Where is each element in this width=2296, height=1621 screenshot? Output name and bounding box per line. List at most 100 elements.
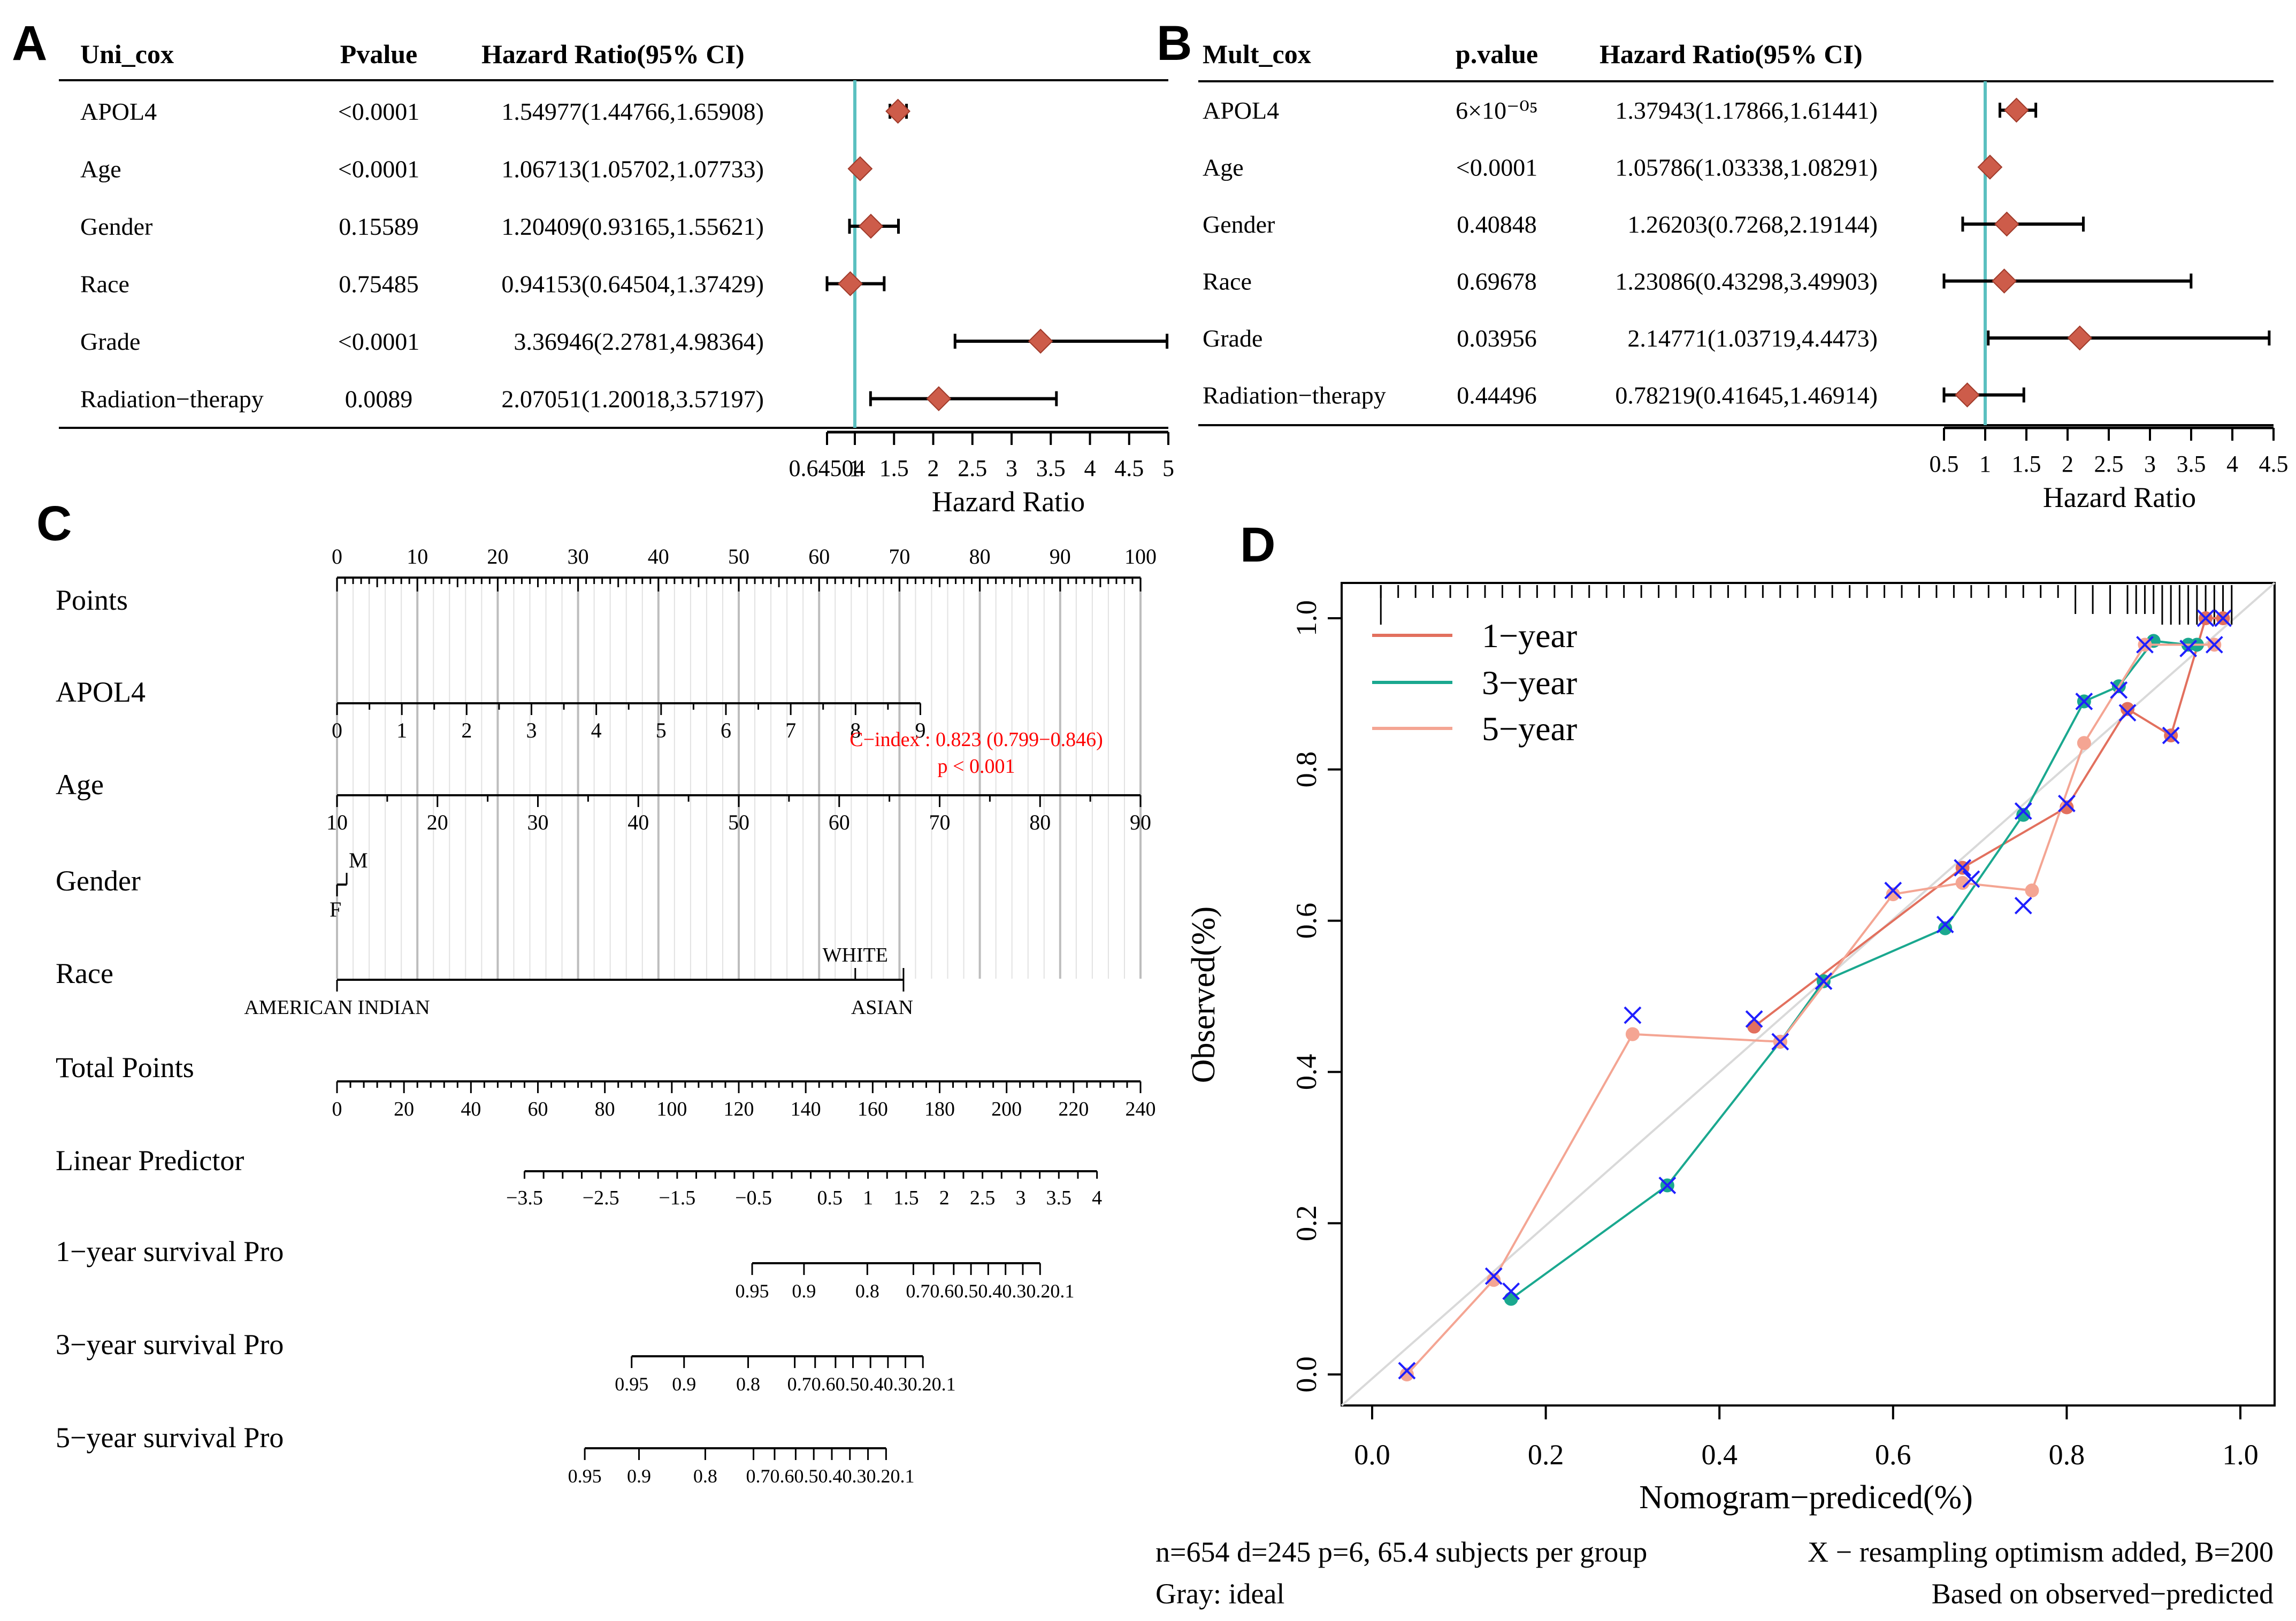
plot-frame — [1341, 582, 2276, 1407]
apol4-tick-label: 0 — [332, 718, 342, 742]
x-tick-label: 2.5 — [958, 455, 987, 481]
race-label-mid: WHITE — [823, 944, 888, 966]
y-tick-label: 0.0 — [1290, 1356, 1322, 1393]
x-tick-label: 0.6 — [1875, 1439, 1911, 1471]
row-label: Grade — [80, 328, 140, 355]
row-hazard-ratio: 1.26203(0.7268,2.19144) — [1627, 211, 1878, 238]
race-label-right: ASIAN — [851, 996, 913, 1019]
series-line-2 — [1510, 640, 2197, 1300]
total-points-tick-label: 220 — [1058, 1098, 1089, 1120]
optimism-cross — [1815, 972, 1833, 990]
nomogram-row-label: Points — [56, 584, 128, 616]
x-tick-label: 4 — [2226, 451, 2238, 477]
total-points-tick-label: 100 — [656, 1098, 687, 1120]
age-tick-label: 10 — [326, 810, 348, 834]
row-pvalue: 0.15589 — [339, 213, 419, 240]
age-tick-label: 30 — [527, 810, 549, 834]
x-tick-label: 0.5 — [1930, 451, 1959, 477]
points-tick-label: 30 — [568, 544, 589, 568]
hr-diamond — [2067, 325, 2093, 351]
age-tick-label: 60 — [829, 810, 850, 834]
series-point-2 — [2016, 808, 2031, 822]
total-points-tick-label: 0 — [332, 1098, 342, 1120]
x-tick-label: 1.0 — [2222, 1439, 2259, 1471]
optimism-cross — [1502, 1282, 1520, 1300]
row-hazard-ratio: 1.06713(1.05702,1.07733) — [501, 156, 764, 183]
survival-tick-label: 0.9 — [672, 1373, 696, 1395]
row-pvalue: 0.69678 — [1457, 268, 1537, 295]
x-tick-label: 1 — [1979, 451, 1991, 477]
total-points-tick-label: 200 — [991, 1098, 1022, 1120]
panel-letter-d: D — [1240, 518, 1275, 572]
total-points-tick-label: 240 — [1126, 1098, 1156, 1120]
row-label: Radiation−therapy — [80, 386, 264, 413]
series-point-1 — [2121, 702, 2135, 716]
row-pvalue: <0.0001 — [1456, 154, 1537, 181]
y-axis-title: Observed(%) — [1185, 906, 1222, 1084]
points-tick-label: 50 — [728, 544, 749, 568]
x-tick-label: 4.5 — [1114, 455, 1144, 481]
linear-predictor-tick-label: 3 — [1015, 1187, 1025, 1209]
row-hazard-ratio: 0.78219(0.41645,1.46914) — [1615, 382, 1878, 409]
row-label: APOL4 — [80, 98, 157, 125]
linear-predictor-tick-label: −1.5 — [659, 1187, 695, 1209]
optimism-cross — [1884, 881, 1902, 900]
x-tick-label: 3.5 — [2177, 451, 2206, 477]
gender-label-m: M — [349, 848, 368, 872]
total-points-tick-label: 140 — [791, 1098, 821, 1120]
row-label: Age — [80, 156, 121, 183]
row-hazard-ratio: 1.23086(0.43298,3.49903) — [1615, 268, 1878, 295]
age-tick-label: 20 — [427, 810, 448, 834]
linear-predictor-tick-label: 0.5 — [817, 1187, 843, 1209]
optimism-cross — [2136, 636, 2154, 654]
row-label: Gender — [1203, 211, 1275, 238]
optimism-cross — [1962, 870, 1980, 888]
survival-tick-label: 0.70.60.50.40.30.20.1 — [906, 1280, 1074, 1302]
age-tick-label: 80 — [1029, 810, 1051, 834]
optimism-cross — [2205, 636, 2223, 654]
x-tick-label: 0.64504 — [789, 455, 866, 481]
x-tick-label: 2 — [928, 455, 939, 481]
panel-letter-a: A — [12, 16, 47, 71]
nomogram-row-label: Total Points — [56, 1051, 194, 1084]
survival-tick-label: 0.70.60.50.40.30.20.1 — [787, 1373, 956, 1395]
x-tick-label: 3 — [2144, 451, 2156, 477]
apol4-tick-label: 8 — [850, 718, 861, 742]
points-tick-label: 100 — [1124, 544, 1157, 568]
row-label: Age — [1203, 154, 1244, 181]
row-label: Race — [1203, 268, 1252, 295]
age-tick-label: 90 — [1130, 810, 1151, 834]
row-pvalue: 0.03956 — [1457, 325, 1537, 352]
row-hazard-ratio: 1.54977(1.44766,1.65908) — [501, 98, 764, 125]
linear-predictor-tick-label: 2 — [939, 1187, 950, 1209]
row-pvalue: 0.75485 — [339, 271, 419, 298]
total-points-tick-label: 20 — [394, 1098, 414, 1120]
x-tick-label: 2 — [2062, 451, 2073, 477]
c-index-text: C−index : 0.823 (0.799−0.846) — [849, 728, 1103, 751]
y-tick-label: 0.2 — [1290, 1205, 1322, 1241]
apol4-tick-label: 7 — [785, 718, 796, 742]
apol4-tick-label: 3 — [526, 718, 537, 742]
apol4-tick-label: 1 — [396, 718, 407, 742]
x-tick-label: 0.8 — [2049, 1439, 2085, 1471]
apol4-tick-label: 9 — [915, 718, 925, 742]
hr-diamond — [1955, 382, 1980, 408]
row-hazard-ratio: 0.94153(0.64504,1.37429) — [501, 271, 764, 298]
age-tick-label: 40 — [627, 810, 649, 834]
x-tick-label: 3.5 — [1036, 455, 1066, 481]
survival-tick-label: 0.70.60.50.40.30.20.1 — [746, 1465, 915, 1487]
x-tick-label: 0.4 — [1701, 1439, 1738, 1471]
x-tick-label: 1 — [849, 455, 861, 481]
x-axis-title: Hazard Ratio — [2043, 481, 2196, 513]
row-pvalue: 0.0089 — [345, 386, 413, 413]
linear-predictor-tick-label: −0.5 — [735, 1187, 772, 1209]
x-axis-title: Hazard Ratio — [932, 486, 1085, 518]
optimism-cross — [2162, 726, 2180, 744]
optimism-cross — [2196, 609, 2215, 627]
optimism-cross — [1658, 1177, 1677, 1194]
panel-letter-b: B — [1157, 16, 1192, 71]
note-basis: Based on observed−predicted — [1932, 1578, 2274, 1610]
row-pvalue: 0.40848 — [1457, 211, 1537, 238]
race-label-left: AMERICAN INDIAN — [244, 996, 430, 1019]
row-hazard-ratio: 1.37943(1.17866,1.61441) — [1615, 97, 1878, 124]
